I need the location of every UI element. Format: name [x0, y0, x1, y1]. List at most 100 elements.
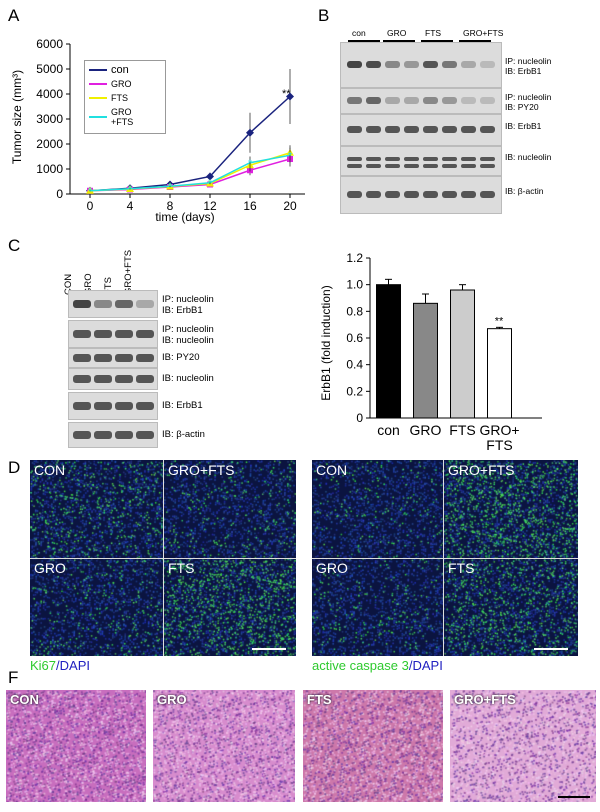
y-tick-label: 0.8	[346, 304, 363, 318]
scale-bar	[252, 648, 286, 650]
western-blot-c: CON GRO FTS GRO+FTS IP: nucleolin IB: ErbB1…	[63, 250, 308, 448]
panel-label-b: B	[318, 6, 330, 25]
scale-bar	[534, 648, 568, 650]
lane-underline	[348, 40, 380, 42]
blot-band	[115, 300, 133, 308]
blot-band	[136, 354, 154, 362]
y-tick-label: 0.6	[346, 331, 363, 345]
blot-label: IP: nucleolin IB: ErbB1	[505, 56, 552, 76]
blot-band	[366, 157, 381, 161]
ki67-microscopy-grid: CON GRO+FTS GRO FTS	[30, 460, 296, 656]
lane-label: GRO+FTS	[463, 28, 504, 38]
blot-band	[461, 126, 476, 133]
x-tick-label: 0	[87, 199, 94, 213]
blot-band	[385, 61, 400, 68]
quadrant-label: CON	[34, 462, 66, 478]
x-tick-label: 16	[243, 199, 257, 213]
blot-band	[115, 431, 133, 439]
histology-fts: FTS	[303, 690, 443, 802]
blot-strip	[68, 320, 158, 348]
blot-band	[73, 354, 91, 362]
blot-band	[136, 300, 154, 308]
blot-band	[461, 164, 476, 168]
legend-swatch	[89, 69, 107, 71]
blot-band	[423, 191, 438, 198]
blot-strip	[68, 368, 158, 390]
y-tick-label: 5000	[36, 62, 63, 76]
legend-label: GRO +FTS	[111, 107, 134, 127]
blot-label: IB: β-actin	[505, 186, 544, 196]
data-point	[206, 172, 214, 181]
blot-band	[480, 191, 495, 198]
blot-band	[480, 126, 495, 133]
blot-strip	[68, 348, 158, 368]
blot-band	[115, 402, 133, 410]
histology-gro: GRO	[153, 690, 295, 802]
blot-label: IP: nucleolin IB: ErbB1	[162, 294, 214, 316]
quadrant-label: FTS	[168, 560, 195, 576]
y-tick-label: 4000	[36, 87, 63, 101]
series-line	[89, 154, 291, 192]
blot-band	[136, 375, 154, 383]
blot-strip	[68, 422, 158, 448]
quadrant-label: FTS	[448, 560, 475, 576]
blot-band	[480, 61, 495, 68]
blot-band	[442, 126, 457, 133]
blot-band	[480, 97, 495, 104]
panel-label-c: C	[8, 236, 21, 255]
blot-band	[442, 157, 457, 161]
blot-band	[73, 300, 91, 308]
legend-entry: FTS	[89, 93, 128, 103]
blot-band	[136, 402, 154, 410]
lane-underline	[383, 40, 415, 42]
blot-strip	[340, 88, 502, 114]
y-axis-label-c: ErbB1 (fold induction)	[319, 285, 333, 401]
blot-band	[480, 157, 495, 161]
blot-band	[73, 330, 91, 338]
blot-label: IB: β-actin	[162, 429, 205, 440]
blot-label: IB: ErbB1	[505, 121, 542, 131]
quadrant-label: GRO	[34, 560, 66, 576]
blot-strip	[340, 146, 502, 176]
blot-band	[461, 97, 476, 104]
legend-a: con GRO FTS GRO +FTS	[84, 60, 166, 134]
blot-band	[366, 126, 381, 133]
blot-band	[73, 431, 91, 439]
significance-a: **	[282, 88, 291, 100]
legend-entry: GRO	[89, 79, 132, 89]
x-tick-label: 20	[283, 199, 297, 213]
y-tick-label: 0.4	[346, 358, 363, 372]
x-tick-label: 12	[203, 199, 217, 213]
blot-band	[366, 61, 381, 68]
y-tick-label: 3000	[36, 112, 63, 126]
bar	[413, 302, 438, 419]
histology-label: GRO+FTS	[454, 692, 516, 707]
blot-band	[347, 97, 362, 104]
blot-band	[404, 61, 419, 68]
panel-label-d: D	[8, 458, 21, 477]
blot-band	[136, 431, 154, 439]
stain-caption-e: active caspase 3/DAPI	[312, 658, 443, 673]
blot-band	[366, 97, 381, 104]
x-axis-label-a: time (days)	[155, 210, 215, 224]
histology-gro-fts: GRO+FTS	[450, 690, 596, 802]
blot-band	[442, 191, 457, 198]
blot-band	[423, 164, 438, 168]
blot-band	[94, 402, 112, 410]
data-point	[246, 128, 254, 137]
histology-label: GRO	[157, 692, 187, 707]
blot-label: IP: nucleolin IB: nucleolin	[162, 324, 214, 346]
series-line	[89, 158, 291, 192]
data-point	[286, 92, 294, 101]
blot-band	[423, 126, 438, 133]
blot-band	[385, 157, 400, 161]
blot-band	[404, 97, 419, 104]
blot-band	[94, 431, 112, 439]
blot-band	[480, 164, 495, 168]
blot-label: IB: PY20	[162, 352, 200, 363]
x-tick-label: 4	[127, 199, 134, 213]
blot-band	[385, 164, 400, 168]
legend-label: con	[111, 64, 129, 76]
quadrant-label: GRO+FTS	[448, 462, 515, 478]
lane-underline	[459, 40, 491, 42]
